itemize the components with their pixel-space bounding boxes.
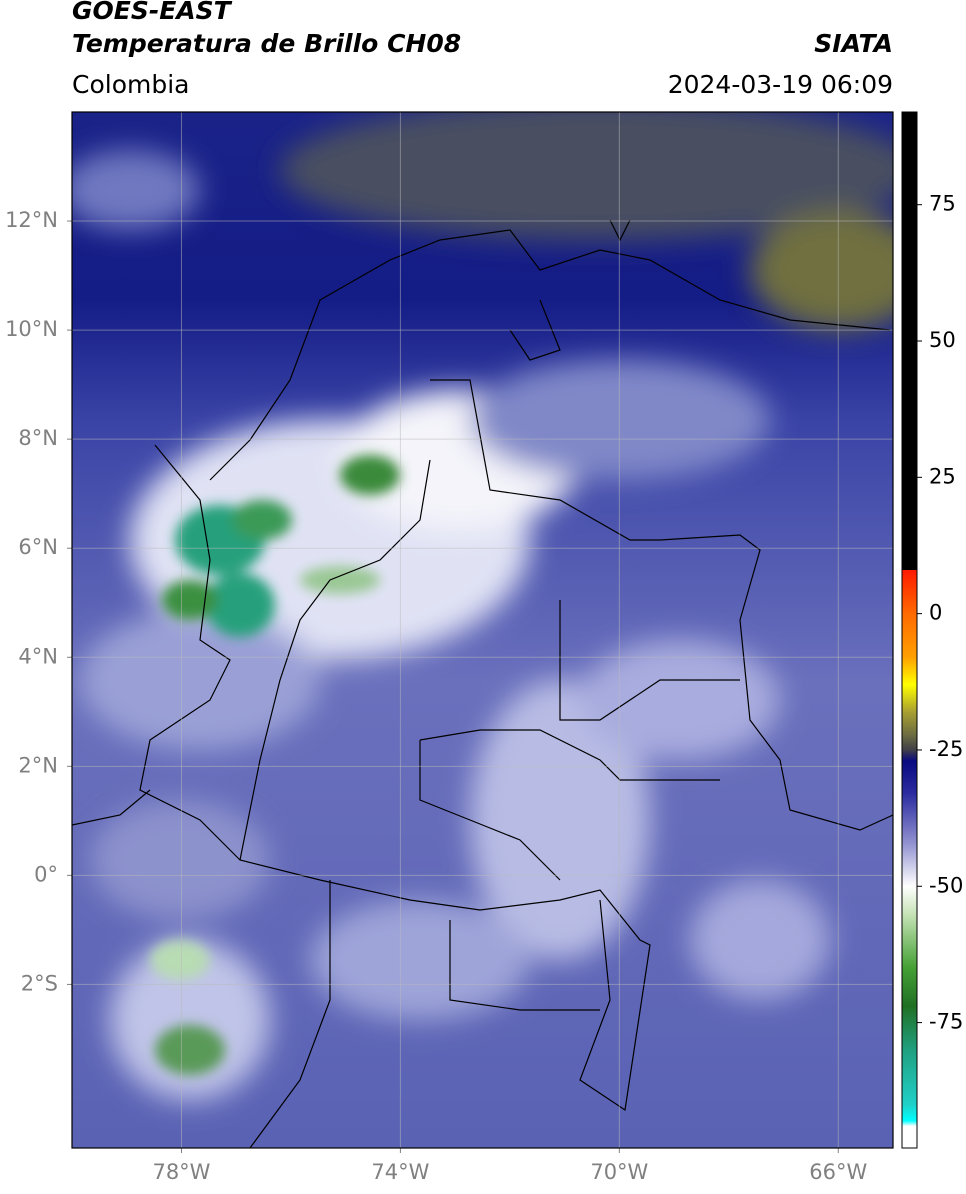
- timestamp: 2024-03-19 06:09: [668, 70, 893, 99]
- map-frame: [71, 111, 894, 1149]
- x-tick-label: 74°W: [371, 1160, 429, 1184]
- y-tick-label: 6°N: [18, 535, 58, 559]
- source: SIATA: [814, 29, 893, 58]
- x-tick-label: 66°W: [809, 1160, 867, 1184]
- y-tick-label: 2°N: [18, 753, 58, 777]
- satellite-image: [72, 112, 893, 1148]
- y-tick-label: 10°N: [5, 317, 58, 341]
- graticule: 78°W 74°W 70°W 66°W 2°S 0° 2°N 4°N 6°N 8°N 10°N 12°…: [5, 112, 893, 1184]
- y-tick-label: 0°: [34, 862, 58, 886]
- colorbar: 75 50 25 0 -25 -50 -75: [901, 111, 963, 1149]
- x-tick-label: 78°W: [152, 1160, 210, 1184]
- title: GOES-EAST: [72, 0, 233, 25]
- y-tick-label: 4°N: [18, 644, 58, 668]
- colorbar-tick-label: -50: [929, 873, 963, 897]
- subtitle: Temperatura de Brillo CH08: [72, 29, 461, 58]
- borders: [72, 219, 893, 1148]
- colorbar-tick-label: 75: [929, 192, 956, 216]
- colorbar-tick-label: 50: [929, 328, 956, 352]
- region: Colombia: [72, 70, 189, 99]
- cold-cloud-tops: [150, 455, 400, 1075]
- colorbar-tick-label: 25: [929, 464, 956, 488]
- y-tick-label: 2°S: [21, 971, 58, 995]
- colorbar-tick-label: -25: [929, 737, 963, 761]
- x-tick-label: 70°W: [590, 1160, 648, 1184]
- colorbar-tick-label: 0: [929, 601, 942, 625]
- y-tick-label: 12°N: [5, 208, 58, 232]
- colorbar-scale: [901, 111, 918, 1149]
- y-tick-label: 8°N: [18, 426, 58, 450]
- colorbar-tick-label: -75: [929, 1010, 963, 1034]
